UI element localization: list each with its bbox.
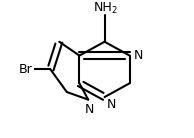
Text: N: N	[133, 49, 143, 62]
Text: Br: Br	[19, 63, 33, 76]
Text: N: N	[85, 103, 94, 116]
Text: 2: 2	[112, 6, 117, 15]
Text: N: N	[107, 98, 116, 111]
Text: NH: NH	[94, 1, 113, 14]
